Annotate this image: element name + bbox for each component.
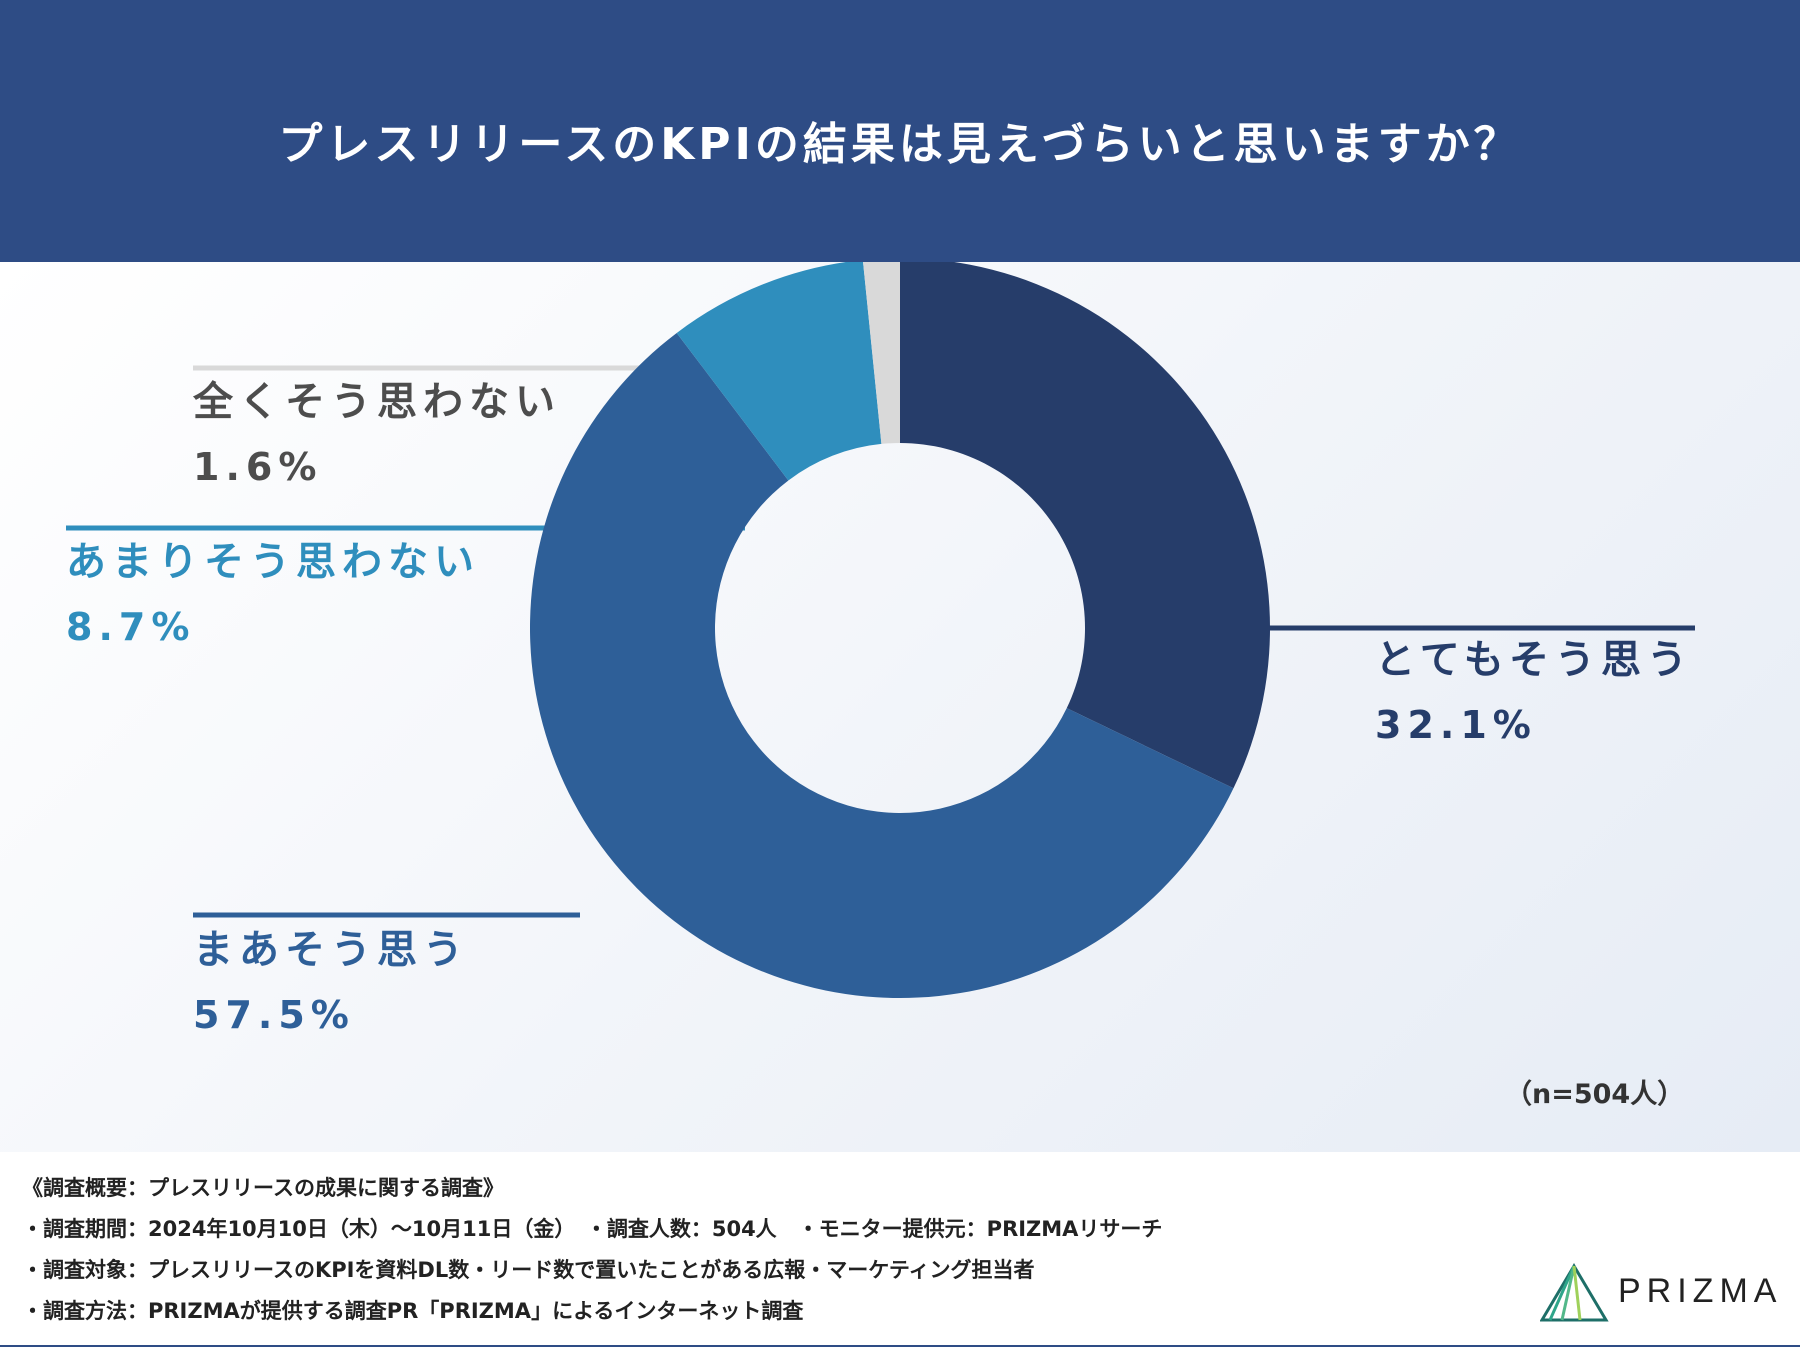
label-somewhat-agree: まあそう思う 57.5%: [193, 930, 469, 1034]
slice-very-much-agree: [900, 262, 1270, 789]
footer-line: ・調査期間：2024年10月10日（木）〜10月11日（金） ・調査人数：504…: [22, 1217, 1163, 1241]
footer-line: ・調査対象：プレスリリースのKPIを資料DL数・リード数で置いたことがある広報・…: [22, 1258, 1035, 1282]
value-label: 8.7%: [66, 605, 196, 649]
sample-size: （n=504人）: [1505, 1079, 1685, 1110]
prizma-logo-icon: [1539, 1263, 1609, 1322]
label-very-much-agree: とてもそう思う 32.1%: [1375, 640, 1693, 744]
slice-strongly-disagree: [863, 262, 900, 444]
donut-chart: [66, 262, 1695, 999]
value-label: 1.6%: [193, 445, 323, 489]
bottom-rule: [0, 1345, 1800, 1347]
category-label: 全くそう思わない: [193, 379, 561, 425]
category-label: まあそう思う: [193, 927, 469, 973]
page-title: プレスリリースのKPIの結果は見えづらいと思いますか？: [278, 119, 1522, 170]
prizma-logo: PRIZMA: [1539, 1262, 1783, 1322]
footer-line: ・調査方法：PRIZMAが提供する調査PR「PRIZMA」によるインターネット調…: [22, 1299, 804, 1323]
category-label: とてもそう思う: [1375, 637, 1693, 683]
slice-somewhat-agree: [529, 332, 1234, 999]
logo-text: PRIZMA: [1618, 1272, 1783, 1310]
header-banner: プレスリリースのKPIの結果は見えづらいと思いますか？: [0, 0, 1800, 262]
footer-line: 《調査概要：プレスリリースの成果に関する調査》: [22, 1176, 504, 1200]
label-strongly-disagree: 全くそう思わない 1.6%: [193, 382, 561, 486]
label-somewhat-disagree: あまりそう思わない 8.7%: [66, 542, 480, 646]
value-label: 32.1%: [1375, 703, 1537, 747]
slice-somewhat-disagree: [676, 262, 882, 481]
survey-overview: 《調査概要：プレスリリースの成果に関する調査》 ・調査期間：2024年10月10…: [22, 1168, 1422, 1332]
category-label: あまりそう思わない: [66, 539, 480, 585]
value-label: 57.5%: [193, 993, 355, 1037]
